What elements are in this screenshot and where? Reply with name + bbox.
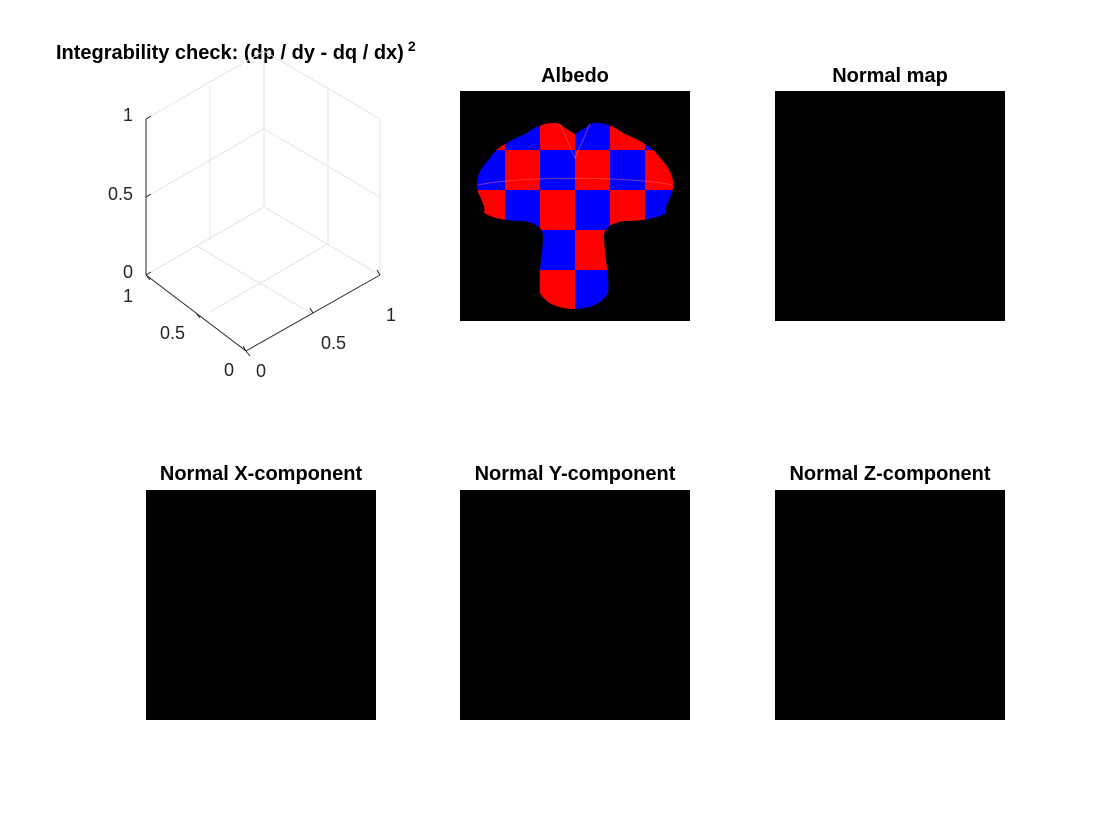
albedo-check-cell — [505, 310, 540, 350]
albedo-check-cell — [575, 190, 610, 230]
albedo-check-cell — [610, 150, 645, 190]
albedo-check-cell — [610, 270, 645, 310]
albedo-check-cell — [575, 122, 610, 150]
floor-grid-line — [263, 206, 381, 276]
albedo-check-cell — [505, 190, 540, 230]
albedo-check-cell — [680, 270, 715, 310]
wall-grid-line — [263, 128, 381, 198]
integrability-title: Integrability check: (dp / dy - dq / dx)… — [56, 34, 416, 65]
z-tick-label: 0.5 — [108, 184, 133, 204]
normal-z-title: Normal Z-component — [789, 463, 991, 485]
y-tick-label: 0 — [224, 360, 234, 380]
wall-grid-line — [145, 128, 265, 198]
x-tick-label: 1 — [386, 305, 396, 325]
albedo-check-cell — [505, 230, 540, 270]
albedo-check-cell — [505, 270, 540, 310]
albedo-check-cell — [476, 190, 505, 230]
albedo-check-cell — [610, 310, 645, 350]
albedo-check-cell — [680, 190, 715, 230]
x-tick-label: 0.5 — [321, 333, 346, 353]
albedo-check-cell — [540, 190, 575, 230]
z-tick-label: 1 — [123, 105, 133, 125]
albedo-check-cell — [575, 270, 610, 310]
x-tick — [309, 307, 314, 314]
floor-grid-line — [145, 206, 265, 276]
albedo-check-cell — [476, 122, 505, 150]
albedo-check-cell — [645, 150, 674, 190]
x-tick-label: 0 — [256, 361, 266, 381]
y-tick-label: 1 — [123, 286, 133, 306]
y-tick — [245, 350, 251, 357]
integrability-title-superscript: 2 — [407, 38, 416, 54]
normal-map-title: Normal map — [832, 65, 948, 87]
albedo-check-cell — [540, 270, 575, 310]
albedo-check-cell — [680, 230, 715, 270]
albedo-check-cell — [645, 230, 674, 270]
albedo-check-cell — [476, 230, 505, 270]
albedo-check-cell — [476, 270, 505, 310]
albedo-check-cell — [680, 150, 715, 190]
albedo-object — [470, 110, 715, 350]
axis-lines — [145, 119, 381, 352]
albedo-seams — [477, 123, 673, 186]
albedo-check-cell — [610, 230, 645, 270]
wall-grid-line — [263, 50, 381, 120]
z-tick — [145, 193, 152, 198]
albedo-check-cell — [645, 310, 680, 350]
normal-x-image — [146, 490, 376, 720]
normal-y-title: Normal Y-component — [474, 463, 676, 485]
albedo-seam — [559, 123, 591, 160]
albedo-check-cell — [476, 150, 505, 190]
albedo-check-cell — [575, 150, 610, 190]
albedo-check-cell — [540, 310, 575, 350]
albedo-check-cell — [680, 110, 715, 150]
albedo-check-cell — [540, 150, 575, 190]
albedo-seam — [477, 177, 673, 186]
albedo-check-cell — [505, 150, 540, 190]
y-tick-label: 0.5 — [160, 323, 185, 343]
floor-grid-line — [209, 243, 329, 313]
axis-ticks — [145, 115, 381, 357]
albedo-check-cell — [610, 122, 645, 150]
z-tick — [145, 115, 152, 120]
albedo-check-cell — [540, 122, 575, 150]
albedo-check-cell — [645, 190, 674, 230]
albedo-check-cell — [540, 230, 575, 270]
wall-grid-line — [145, 50, 265, 120]
x-tick — [242, 345, 247, 352]
albedo-check-cell — [645, 270, 674, 310]
albedo-check-cell — [645, 122, 674, 150]
albedo-title: Albedo — [541, 65, 609, 87]
albedo-check-cell — [575, 230, 610, 270]
normal-y-image — [460, 490, 690, 720]
normal-x-title: Normal X-component — [159, 463, 363, 485]
z-tick — [145, 271, 152, 276]
albedo-check-cell — [610, 190, 645, 230]
z-tick-label: 0 — [123, 262, 133, 282]
integrability-axes: 1 0.5 0 1 0.5 0 0 0.5 1 — [108, 50, 396, 381]
x-tick — [376, 269, 381, 276]
integrability-title-text: Integrability check: (dp / dy - dq / dx) — [56, 42, 404, 64]
floor-grid-line — [196, 245, 313, 315]
albedo-check-cell — [680, 310, 715, 350]
y-tick — [145, 274, 151, 281]
normal-z-image — [775, 490, 1005, 720]
albedo-check-cell — [505, 122, 540, 150]
normal-map-image — [775, 91, 1005, 321]
y-tick — [195, 312, 201, 319]
albedo-check-cell — [470, 310, 505, 350]
axes-grid — [145, 50, 381, 315]
albedo-check-cell — [575, 310, 610, 350]
